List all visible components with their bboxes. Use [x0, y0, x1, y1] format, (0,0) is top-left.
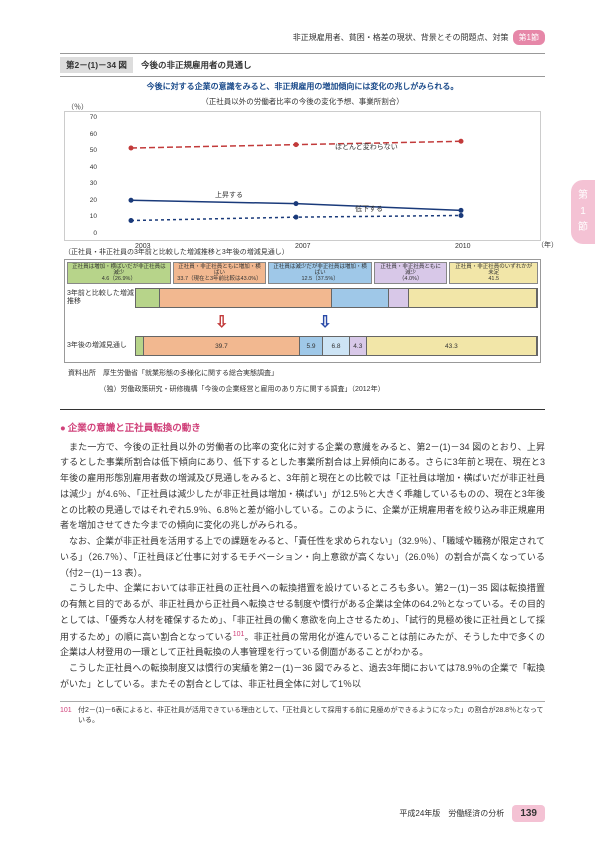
line-chart: （％） 706050403020100 ほとんど変わらない 上昇する 低下する …	[64, 111, 541, 241]
bar-segment	[332, 289, 388, 307]
figure-caption: 今後に対する企業の意識をみると、非正規雇用の増加傾向には変化の兆しがみられる。	[60, 81, 545, 92]
source-note-1: 資料出所 厚生労働省「就業形態の多様化に関する総合実態調査」	[68, 369, 545, 379]
bar-track: 39.75.96.84.343.3	[135, 336, 538, 356]
footnote-101: 101 付2－(1)－6表によると、非正社員が活用できている理由として、「正社員…	[60, 706, 545, 726]
bar-track	[135, 288, 538, 308]
label-nochange: ほとんど変わらない	[335, 142, 398, 152]
y-tick: 0	[85, 230, 97, 237]
bar-row-label: 3年前と比較した増減推移	[67, 290, 135, 307]
header-breadcrumb: 非正規雇用者、貧困・格差の現状、背景とその問題点、対策 第1節	[60, 30, 545, 45]
bar-segment	[389, 289, 409, 307]
page-number: 139	[512, 805, 545, 822]
bar-segment: 4.3	[350, 337, 367, 355]
chart-svg	[101, 116, 521, 234]
x-tick: 2003	[135, 243, 151, 250]
bar-segment	[136, 337, 144, 355]
legend-row: 正社員は増加・横ばいだが非正社員は減少4.6（26.9%）正社員・非正社員ともに…	[67, 262, 538, 284]
breadcrumb-text: 非正規雇用者、貧困・格差の現状、背景とその問題点、対策	[293, 32, 509, 43]
bar-segment	[160, 289, 332, 307]
footnote-ref-101: 101	[233, 631, 245, 638]
legend-box: 正社員・非正社員ともに減少（4.0%）	[374, 262, 447, 284]
paragraph-1: また一方で、今後の正社員以外の労働者の比率の変化に対する企業の意識をみると、第2…	[60, 440, 545, 535]
bar-segment: 39.7	[144, 337, 300, 355]
y-tick: 60	[85, 131, 97, 138]
y-tick: 70	[85, 114, 97, 121]
legend-box: 正社員・非正社員のいずれかが未定41.5	[449, 262, 538, 284]
bullet-icon: ●	[60, 423, 66, 434]
paragraph-4: こうした正社員への転換制度又は慣行の実績を第2－(1)－36 図でみると、過去3…	[60, 661, 545, 693]
arrow-row: ⇩ ⇩	[135, 312, 538, 332]
bar-segment	[136, 289, 160, 307]
x-tick: 2010	[455, 243, 471, 250]
y-tick: 30	[85, 180, 97, 187]
bar-segment: 6.8	[323, 337, 350, 355]
separator	[60, 409, 545, 410]
figure-number: 第2－(1)－34 図	[60, 57, 133, 73]
legend-box: 正社員は増加・横ばいだが非正社員は減少4.6（26.9%）	[67, 262, 171, 284]
legend-box: 正社員は減少だが非正社員は増加・横ばい12.5（37.5%）	[268, 262, 372, 284]
paragraph-2: なお、企業が非正社員を活用する上での課題をみると、「責任性を求められない」（32…	[60, 534, 545, 581]
stacked-bar-chart: 正社員は増加・横ばいだが非正社員は減少4.6（26.9%）正社員・非正社員ともに…	[64, 259, 541, 363]
footnote-number: 101	[60, 706, 78, 726]
side-tab: 第 1 節	[571, 180, 595, 244]
footnote-text: 付2－(1)－6表によると、非正社員が活用できている理由として、「正社員として採…	[78, 706, 545, 726]
footnote-separator	[60, 701, 545, 702]
bar-segment: 43.3	[367, 337, 537, 355]
x-axis-label: （年）	[537, 240, 558, 250]
y-tick: 40	[85, 164, 97, 171]
y-tick: 10	[85, 213, 97, 220]
figure-title: 今後の非正規雇用者の見通し	[141, 59, 252, 71]
footer-text: 平成24年版 労働経済の分析	[399, 808, 504, 819]
y-tick: 20	[85, 197, 97, 204]
label-rise: 上昇する	[215, 190, 243, 200]
y-axis-unit: （％）	[67, 102, 88, 112]
page-footer: 平成24年版 労働経済の分析 139	[399, 805, 545, 822]
source-note-2: （独）労働政策研究・研修機構「今後の企業経営と雇用のあり方に関する調査」（201…	[68, 385, 545, 395]
paragraph-3: こうした中、企業においては非正社員の正社員への転換措置を設けているところも多い。…	[60, 581, 545, 661]
section-heading: ●企業の意識と正社員転換の動き	[60, 420, 545, 434]
y-tick: 50	[85, 147, 97, 154]
bar-segment	[409, 289, 537, 307]
figure-subcaption: （正社員以外の労働者比率の今後の変化予想、事業所割合）	[60, 96, 545, 107]
legend-box: 正社員・非正社員ともに増加・横ばい33.7（現在と3年前比較は43.0%）	[173, 262, 267, 284]
red-arrow-icon: ⇩	[215, 312, 228, 332]
chapter-badge: 第1節	[513, 30, 545, 45]
x-tick: 2007	[295, 243, 311, 250]
label-fall: 低下する	[355, 204, 383, 214]
bar-row: 3年後の増減見通し39.75.96.84.343.3	[67, 336, 538, 356]
bar-segment: 5.9	[300, 337, 323, 355]
figure-box: 第2－(1)－34 図 今後の非正規雇用者の見通し 今後に対する企業の意識をみる…	[60, 53, 545, 395]
bar-row-label: 3年後の増減見通し	[67, 342, 135, 350]
blue-arrow-icon: ⇩	[318, 312, 331, 332]
bar-row: 3年前と比較した増減推移	[67, 288, 538, 308]
body-text: また一方で、今後の正社員以外の労働者の比率の変化に対する企業の意識をみると、第2…	[60, 440, 545, 693]
